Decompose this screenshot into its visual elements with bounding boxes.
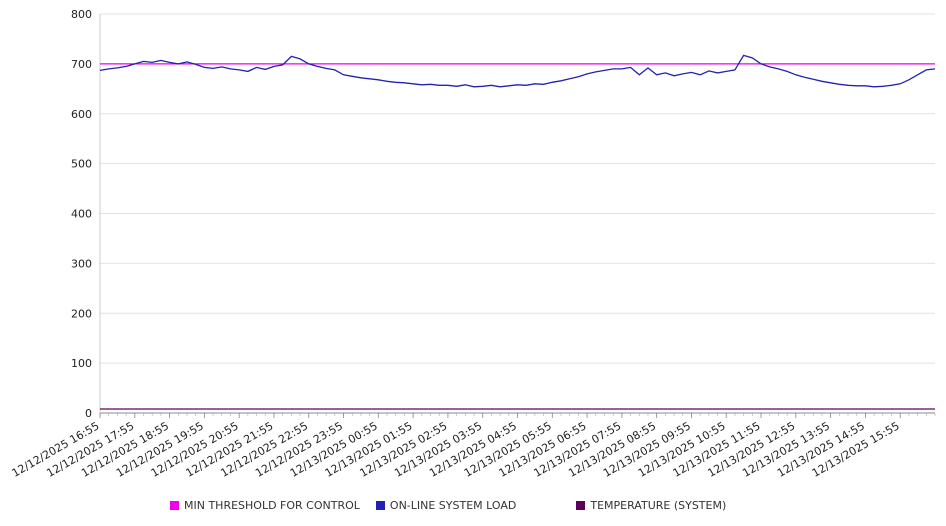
legend-swatch-min-threshold bbox=[170, 501, 179, 510]
y-tick-label: 700 bbox=[71, 58, 92, 71]
legend-item-min-threshold[interactable]: MIN THRESHOLD FOR CONTROL bbox=[170, 499, 360, 512]
y-tick-label: 100 bbox=[71, 357, 92, 370]
legend-item-system-load[interactable]: ON-LINE SYSTEM LOAD bbox=[375, 499, 517, 512]
y-tick-label: 300 bbox=[71, 257, 92, 270]
legend-label-system-load: ON-LINE SYSTEM LOAD bbox=[389, 499, 517, 512]
y-tick-label: 400 bbox=[71, 208, 92, 221]
legend-item-temperature[interactable]: TEMPERATURE (SYSTEM) bbox=[576, 499, 726, 512]
y-tick-label: 800 bbox=[71, 8, 92, 21]
y-tick-label: 500 bbox=[71, 158, 92, 171]
legend-label-min-threshold: MIN THRESHOLD FOR CONTROL bbox=[184, 499, 360, 512]
legend-label-temperature: TEMPERATURE (SYSTEM) bbox=[590, 499, 727, 512]
y-tick-label: 0 bbox=[85, 407, 92, 420]
y-tick-label: 600 bbox=[71, 108, 92, 121]
legend-swatch-system-load bbox=[375, 501, 385, 510]
y-tick-label: 200 bbox=[71, 307, 92, 320]
chart-legend: MIN THRESHOLD FOR CONTROL ON-LINE SYSTEM… bbox=[170, 499, 726, 512]
legend-swatch-temperature bbox=[576, 501, 586, 510]
series-line-on-line-system-load bbox=[99, 54, 936, 88]
